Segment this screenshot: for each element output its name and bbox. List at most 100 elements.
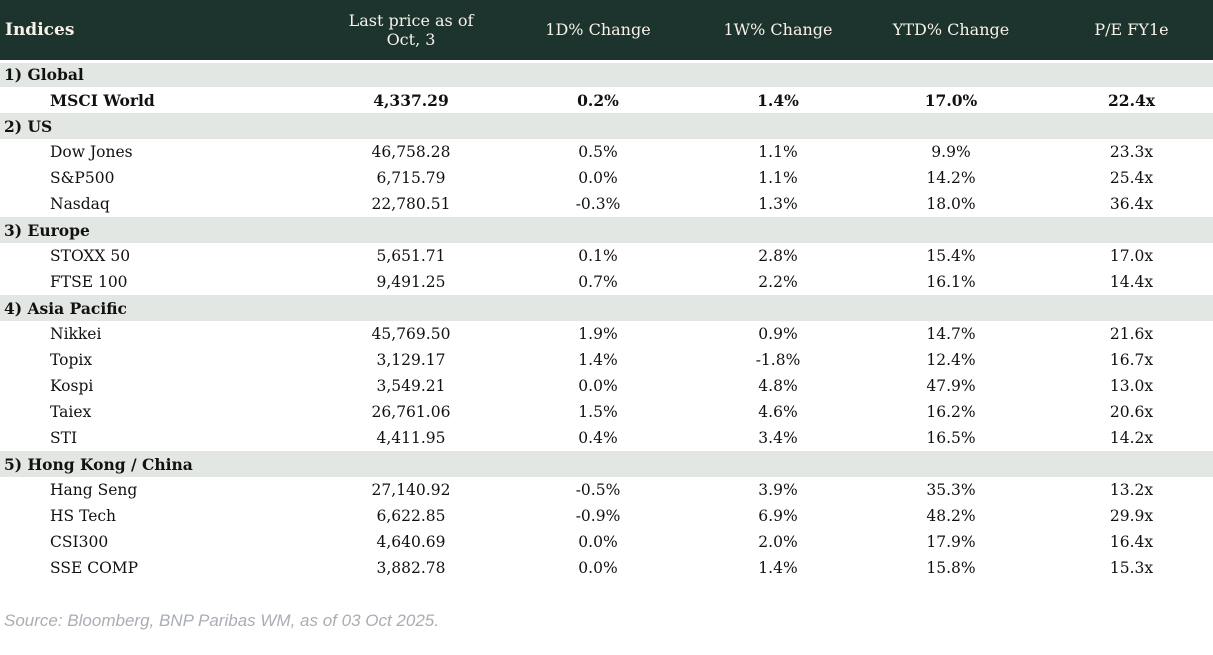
ytd-change-value: 16.5% xyxy=(852,425,1050,451)
section-label: 5) Hong Kong / China xyxy=(0,451,1213,477)
index-row: CSI300 4,640.69 0.0% 2.0% 17.9% 16.4x xyxy=(0,529,1213,555)
header-row: Indices Last price as of Oct, 3 1D% Chan… xyxy=(0,0,1213,63)
last-price: 4,337.29 xyxy=(330,87,492,113)
pe-value: 22.4x xyxy=(1050,87,1213,113)
1w-change-value: 1.1% xyxy=(704,139,852,165)
1w-change-value: 6.9% xyxy=(704,503,852,529)
index-row: STI 4,411.95 0.4% 3.4% 16.5% 14.2x xyxy=(0,425,1213,451)
section-row: 1) Global xyxy=(0,61,1213,87)
1d-change-value: 0.2% xyxy=(492,87,704,113)
pe-value: 21.6x xyxy=(1050,321,1213,347)
index-name: Topix xyxy=(0,347,330,373)
index-row: HS Tech 6,622.85 -0.9% 6.9% 48.2% 29.9x xyxy=(0,503,1213,529)
pe-value: 36.4x xyxy=(1050,191,1213,217)
index-name: MSCI World xyxy=(0,87,330,113)
column-header-pe: P/E FY1e xyxy=(1050,0,1213,63)
ytd-change-value: 16.2% xyxy=(852,399,1050,425)
1w-change-value: 0.9% xyxy=(704,321,852,347)
last-price: 45,769.50 xyxy=(330,321,492,347)
index-row: MSCI World 4,337.29 0.2% 1.4% 17.0% 22.4x xyxy=(0,87,1213,113)
ytd-change-value: 9.9% xyxy=(852,139,1050,165)
1w-change-value: -1.8% xyxy=(704,347,852,373)
1d-change-value: 0.5% xyxy=(492,139,704,165)
index-row: Hang Seng 27,140.92 -0.5% 3.9% 35.3% 13.2x xyxy=(0,477,1213,503)
last-price: 5,651.71 xyxy=(330,243,492,269)
pe-value: 29.9x xyxy=(1050,503,1213,529)
1w-change-value: 1.1% xyxy=(704,165,852,191)
pe-value: 23.3x xyxy=(1050,139,1213,165)
last-price: 4,640.69 xyxy=(330,529,492,555)
section-label: 3) Europe xyxy=(0,217,1213,243)
ytd-change-value: 47.9% xyxy=(852,373,1050,399)
1d-change-value: -0.5% xyxy=(492,477,704,503)
section-label: 2) US xyxy=(0,113,1213,139)
index-row: SSE COMP 3,882.78 0.0% 1.4% 15.8% 15.3x xyxy=(0,555,1213,581)
1w-change-value: 1.3% xyxy=(704,191,852,217)
table-body: 1) Global MSCI World 4,337.29 0.2% 1.4% 17.0%… xyxy=(0,61,1213,581)
index-name: STI xyxy=(0,425,330,451)
index-row: Taiex 26,761.06 1.5% 4.6% 16.2% 20.6x xyxy=(0,399,1213,425)
1d-change-value: 0.0% xyxy=(492,373,704,399)
1w-change-value: 4.6% xyxy=(704,399,852,425)
index-name: Dow Jones xyxy=(0,139,330,165)
column-header-ytd-change: YTD% Change xyxy=(852,0,1050,63)
last-price: 22,780.51 xyxy=(330,191,492,217)
indices-table: Indices Last price as of Oct, 3 1D% Chan… xyxy=(0,0,1213,581)
ytd-change-value: 14.7% xyxy=(852,321,1050,347)
ytd-change-value: 15.8% xyxy=(852,555,1050,581)
column-header-last-price: Last price as of Oct, 3 xyxy=(330,0,492,63)
index-name: HS Tech xyxy=(0,503,330,529)
source-note: Source: Bloomberg, BNP Paribas WM, as of… xyxy=(4,611,439,630)
1d-change-value: 0.0% xyxy=(492,165,704,191)
ytd-change-value: 15.4% xyxy=(852,243,1050,269)
ytd-change-value: 14.2% xyxy=(852,165,1050,191)
last-price: 46,758.28 xyxy=(330,139,492,165)
1d-change-value: -0.3% xyxy=(492,191,704,217)
column-header-1d-change: 1D% Change xyxy=(492,0,704,63)
index-name: CSI300 xyxy=(0,529,330,555)
section-label: 4) Asia Pacific xyxy=(0,295,1213,321)
pe-value: 25.4x xyxy=(1050,165,1213,191)
1d-change-value: 0.4% xyxy=(492,425,704,451)
1w-change-value: 3.4% xyxy=(704,425,852,451)
pe-value: 15.3x xyxy=(1050,555,1213,581)
last-price: 4,411.95 xyxy=(330,425,492,451)
1w-change-value: 4.8% xyxy=(704,373,852,399)
column-header-1w-change: 1W% Change xyxy=(704,0,852,63)
ytd-change-value: 12.4% xyxy=(852,347,1050,373)
section-row: 5) Hong Kong / China xyxy=(0,451,1213,477)
1d-change-value: 1.5% xyxy=(492,399,704,425)
pe-value: 17.0x xyxy=(1050,243,1213,269)
1d-change-value: 1.9% xyxy=(492,321,704,347)
ytd-change-value: 17.0% xyxy=(852,87,1050,113)
last-price: 26,761.06 xyxy=(330,399,492,425)
1d-change-value: 1.4% xyxy=(492,347,704,373)
index-row: Kospi 3,549.21 0.0% 4.8% 47.9% 13.0x xyxy=(0,373,1213,399)
ytd-change-value: 35.3% xyxy=(852,477,1050,503)
pe-value: 16.4x xyxy=(1050,529,1213,555)
index-row: FTSE 100 9,491.25 0.7% 2.2% 16.1% 14.4x xyxy=(0,269,1213,295)
last-price: 6,622.85 xyxy=(330,503,492,529)
1w-change-value: 1.4% xyxy=(704,555,852,581)
index-row: Dow Jones 46,758.28 0.5% 1.1% 9.9% 23.3x xyxy=(0,139,1213,165)
pe-value: 13.0x xyxy=(1050,373,1213,399)
section-row: 2) US xyxy=(0,113,1213,139)
last-price: 9,491.25 xyxy=(330,269,492,295)
1d-change-value: -0.9% xyxy=(492,503,704,529)
section-row: 3) Europe xyxy=(0,217,1213,243)
1d-change-value: 0.7% xyxy=(492,269,704,295)
last-price: 6,715.79 xyxy=(330,165,492,191)
index-row: S&P500 6,715.79 0.0% 1.1% 14.2% 25.4x xyxy=(0,165,1213,191)
section-label: 1) Global xyxy=(0,61,1213,87)
index-name: SSE COMP xyxy=(0,555,330,581)
pe-value: 20.6x xyxy=(1050,399,1213,425)
ytd-change-value: 48.2% xyxy=(852,503,1050,529)
last-price: 3,129.17 xyxy=(330,347,492,373)
section-row: 4) Asia Pacific xyxy=(0,295,1213,321)
ytd-change-value: 17.9% xyxy=(852,529,1050,555)
1w-change-value: 1.4% xyxy=(704,87,852,113)
1w-change-value: 3.9% xyxy=(704,477,852,503)
pe-value: 14.2x xyxy=(1050,425,1213,451)
last-price: 3,549.21 xyxy=(330,373,492,399)
